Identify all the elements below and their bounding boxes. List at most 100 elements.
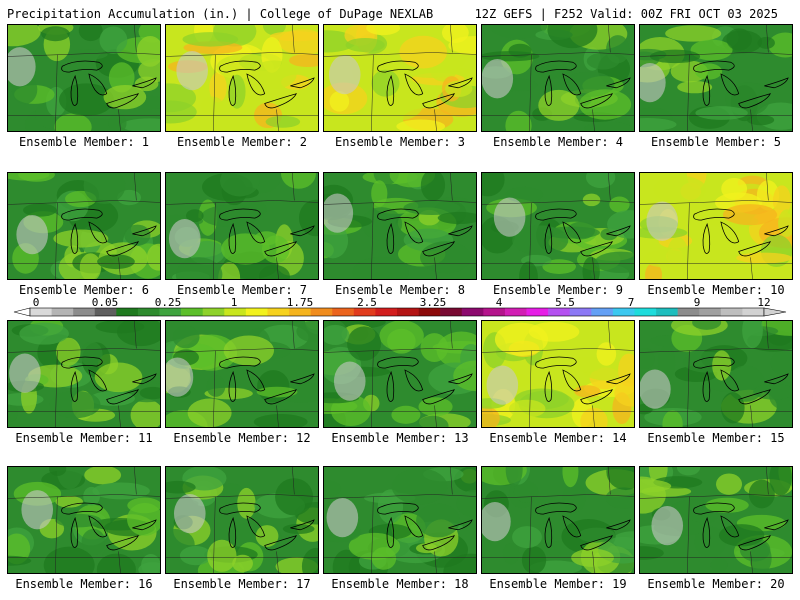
great-lakes-outline [132, 519, 157, 531]
precip-blob [736, 252, 792, 264]
great-lakes-outline [106, 389, 140, 405]
state-border [292, 173, 295, 201]
precip-blob [96, 553, 136, 573]
state-border [371, 54, 374, 131]
precip-blob [166, 480, 196, 494]
great-lakes-outline [693, 60, 735, 73]
precip-blob [580, 407, 608, 427]
precip-blob [716, 473, 743, 495]
great-lakes-outline [70, 516, 79, 548]
great-lakes-outline [720, 73, 740, 96]
state-border [8, 348, 160, 353]
great-lakes-outline [562, 515, 582, 538]
ensemble-map-panel [323, 466, 477, 574]
great-lakes-outline [720, 515, 740, 538]
ensemble-member-label: Ensemble Member: 18 [331, 577, 469, 591]
ensemble-member-label: Ensemble Member: 5 [650, 135, 782, 149]
colorbar-swatch [440, 308, 463, 316]
colorbar-swatch [310, 308, 333, 316]
precip-blob [166, 100, 197, 124]
low-precip-area [9, 353, 41, 393]
precip-blob [416, 415, 449, 427]
precip-blob [371, 180, 388, 207]
low-precip-area [482, 59, 514, 99]
precip-blob [586, 52, 620, 70]
precipitation-map [640, 321, 792, 427]
precip-blob [437, 211, 476, 225]
state-border [766, 321, 769, 349]
low-precip-area [651, 505, 684, 546]
low-precip-area [640, 369, 671, 409]
state-border [592, 551, 595, 573]
great-lakes-outline [404, 221, 424, 244]
state-border [687, 202, 690, 279]
great-lakes-outline [693, 502, 735, 515]
low-precip-area [8, 47, 36, 87]
colorbar-tick-label: 0.05 [92, 296, 119, 309]
low-precip-area [173, 493, 206, 534]
colorbar-swatch [73, 308, 96, 316]
precip-blob [324, 324, 350, 346]
precip-blob [84, 467, 122, 485]
state-border [766, 173, 769, 201]
ensemble-map-panel [7, 466, 161, 574]
state-border [450, 25, 453, 53]
precip-blob [778, 209, 792, 237]
state-border [434, 257, 437, 279]
precip-blob [662, 410, 683, 427]
precip-blob [653, 175, 707, 204]
colorbar-tick-label: 4 [496, 296, 503, 309]
precip-blob [261, 235, 290, 264]
great-lakes-outline [580, 93, 614, 109]
great-lakes-outline [219, 60, 261, 73]
ensemble-member-label: Ensemble Member: 17 [173, 577, 311, 591]
low-precip-area [493, 197, 526, 237]
ensemble-map-panel [323, 24, 477, 132]
precip-blob [127, 502, 160, 536]
great-lakes-outline [580, 535, 614, 551]
great-lakes-outline [246, 515, 266, 538]
colorbar-swatch [181, 308, 204, 316]
precip-blob [347, 326, 382, 361]
state-border [608, 173, 611, 201]
colorbar-max-arrow [763, 307, 787, 317]
precip-blob [8, 403, 19, 423]
precip-blob [489, 25, 548, 39]
ensemble-map-panel [7, 320, 161, 428]
state-border [371, 350, 374, 427]
state-border [8, 200, 160, 205]
state-border [166, 494, 318, 499]
colorbar-tick-label: 0 [33, 296, 40, 309]
precip-blob [456, 489, 476, 518]
state-border [8, 52, 160, 57]
great-lakes-outline [246, 369, 266, 392]
colorbar-tick-label: 0.25 [155, 296, 182, 309]
precip-blob [505, 467, 523, 487]
colorbar-swatch [656, 308, 678, 316]
state-border [434, 109, 437, 131]
precip-blob [219, 173, 260, 197]
great-lakes-outline [606, 373, 631, 385]
state-border [292, 467, 295, 495]
precip-blob [757, 36, 775, 49]
precip-blob [53, 229, 109, 248]
state-border [213, 202, 216, 279]
precip-blob [175, 257, 223, 279]
great-lakes-outline [702, 516, 711, 548]
precip-blob [182, 32, 239, 47]
precip-blob [718, 524, 765, 547]
colorbar-swatch [461, 308, 484, 316]
colorbar-swatch [569, 308, 592, 316]
great-lakes-outline [693, 208, 735, 221]
low-precip-area [21, 490, 54, 530]
colorbar-swatch [720, 308, 743, 316]
precip-blob [207, 539, 237, 572]
colorbar-swatch [526, 308, 549, 316]
precipitation-map [8, 173, 160, 279]
colorbar-swatch [30, 308, 52, 316]
colorbar-tick-label: 9 [694, 296, 701, 309]
great-lakes-outline [132, 225, 157, 237]
great-lakes-outline [738, 93, 772, 109]
precip-blob [577, 527, 616, 543]
precip-blob [443, 553, 476, 573]
